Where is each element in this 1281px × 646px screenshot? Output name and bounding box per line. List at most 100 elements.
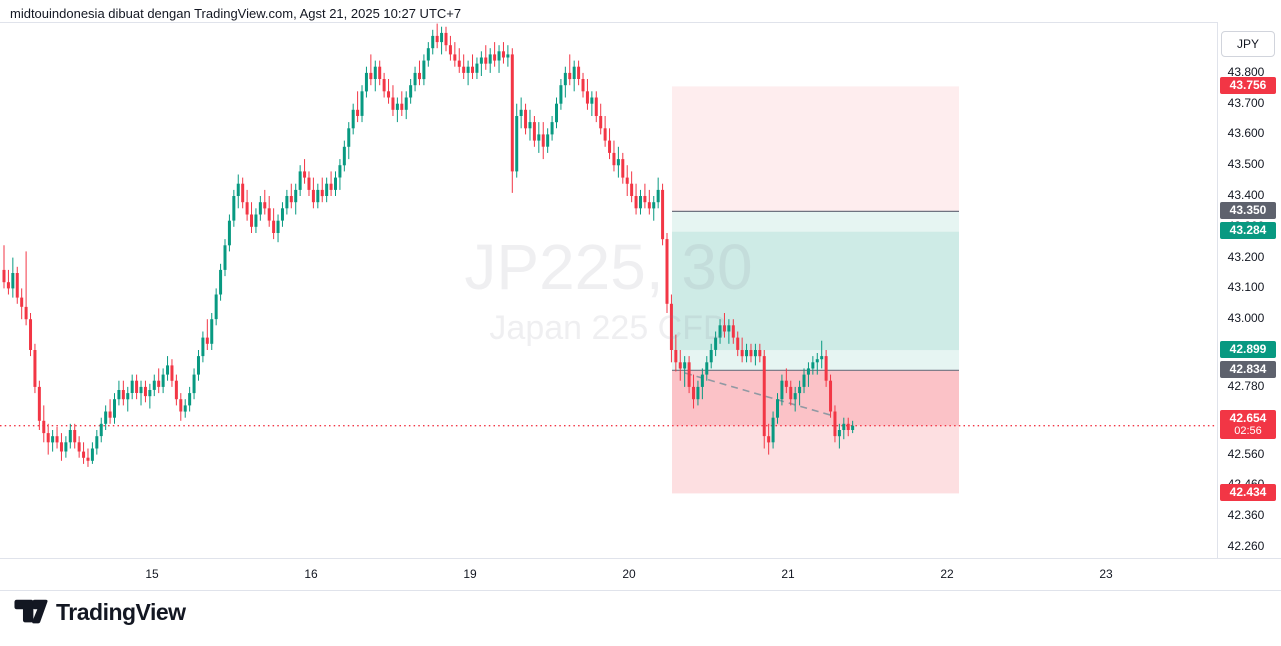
- candle-body: [201, 337, 205, 357]
- candle-body: [616, 159, 620, 166]
- candle-body: [851, 425, 855, 430]
- price-level-badge: 42.434: [1220, 484, 1276, 501]
- candle-body: [784, 380, 788, 387]
- candle-body: [705, 362, 709, 375]
- candle-body: [73, 430, 77, 443]
- candle-body: [183, 405, 187, 412]
- price-tick: 42.260: [1227, 539, 1265, 553]
- bar-countdown: 02:56: [1234, 425, 1262, 437]
- chart-pane[interactable]: JP225, 30 Japan 225 CFD: [0, 22, 1217, 559]
- candle-body: [135, 380, 139, 393]
- tradingview-logo-text: TradingView: [56, 599, 186, 625]
- price-tick: 43.400: [1227, 188, 1265, 202]
- candle-body: [546, 134, 550, 147]
- candle-body: [387, 91, 391, 98]
- candle-body: [303, 171, 307, 178]
- candle-body: [603, 128, 607, 141]
- time-label: 23: [1099, 567, 1113, 581]
- price-axis[interactable]: JPY 43.80043.70043.60043.50043.40043.300…: [1217, 22, 1281, 589]
- candle-body: [820, 356, 824, 360]
- candle-body: [811, 362, 815, 369]
- candle-body: [68, 430, 72, 443]
- candle-body: [692, 386, 696, 400]
- candle-body: [20, 297, 24, 307]
- candle-body: [104, 411, 108, 424]
- candle-body: [568, 72, 572, 80]
- time-label: 16: [304, 567, 318, 581]
- time-axis[interactable]: 15 16 19 20 21 22 23: [0, 558, 1281, 591]
- candle-body: [143, 386, 147, 397]
- price-tick: 43.600: [1227, 126, 1265, 140]
- candle-body: [532, 122, 536, 141]
- candle-body: [391, 97, 395, 110]
- candle-body: [634, 196, 638, 209]
- candle-body: [82, 451, 86, 458]
- price-level-badge: 42.899: [1220, 341, 1276, 358]
- time-label: 15: [145, 567, 159, 581]
- currency-toggle-button[interactable]: JPY: [1221, 31, 1275, 57]
- candle-body: [479, 57, 483, 64]
- candle-body: [528, 122, 532, 129]
- candle-body: [621, 159, 625, 178]
- candle-body: [360, 91, 364, 116]
- candle-body: [272, 220, 276, 233]
- time-label: 20: [622, 567, 636, 581]
- candlestick-chart[interactable]: [0, 23, 1217, 559]
- candle-body: [214, 294, 218, 320]
- candle-body: [157, 380, 161, 387]
- candle-body: [599, 116, 603, 129]
- candle-body: [148, 390, 152, 397]
- price-tick: 43.500: [1227, 157, 1265, 171]
- candle-body: [638, 196, 642, 209]
- candle-body: [453, 54, 457, 61]
- candle-body: [289, 196, 293, 203]
- candle-body: [594, 97, 598, 116]
- candle-body: [700, 374, 704, 387]
- price-tick: 43.100: [1227, 280, 1265, 294]
- candle-body: [740, 350, 744, 357]
- candle-body: [515, 116, 519, 172]
- candle-body: [241, 183, 245, 203]
- candle-body: [369, 72, 373, 80]
- time-label: 22: [940, 567, 954, 581]
- candle-body: [334, 177, 337, 190]
- candle-body: [113, 399, 116, 418]
- candle-body: [90, 448, 94, 461]
- candle-body: [223, 245, 227, 270]
- candle-body: [210, 319, 214, 344]
- candle-body: [95, 436, 99, 449]
- candle-body: [280, 208, 284, 221]
- candle-body: [196, 356, 200, 375]
- candle-body: [585, 91, 589, 104]
- tradingview-logo[interactable]: TradingView: [14, 599, 186, 626]
- price-tick: 42.560: [1227, 447, 1265, 461]
- candle-body: [563, 72, 567, 86]
- candle-body: [46, 433, 50, 443]
- candle-body: [179, 399, 183, 412]
- candle-body: [59, 442, 63, 452]
- candle-body: [475, 63, 479, 73]
- candle-body: [440, 32, 444, 43]
- candle-body: [130, 380, 134, 393]
- price-level-badge: 43.350: [1220, 202, 1276, 219]
- candle-body: [435, 35, 439, 43]
- candle-body: [577, 66, 581, 79]
- candle-body: [426, 48, 430, 61]
- candle-body: [510, 54, 514, 172]
- candle-body: [298, 171, 302, 190]
- candle-body: [356, 109, 360, 116]
- candle-body: [780, 380, 784, 400]
- candle-body: [798, 386, 802, 394]
- candle-body: [258, 202, 262, 215]
- candle-body: [722, 325, 726, 332]
- candle-body: [11, 273, 15, 289]
- candle-body: [656, 189, 660, 203]
- candle-body: [276, 220, 280, 233]
- price-tick: 43.700: [1227, 96, 1265, 110]
- trend-line: [684, 372, 834, 417]
- candle-body: [625, 177, 629, 184]
- candle-body: [762, 356, 766, 437]
- candle-body: [29, 319, 33, 350]
- price-tick: 42.360: [1227, 508, 1265, 522]
- price-zone: [672, 211, 959, 232]
